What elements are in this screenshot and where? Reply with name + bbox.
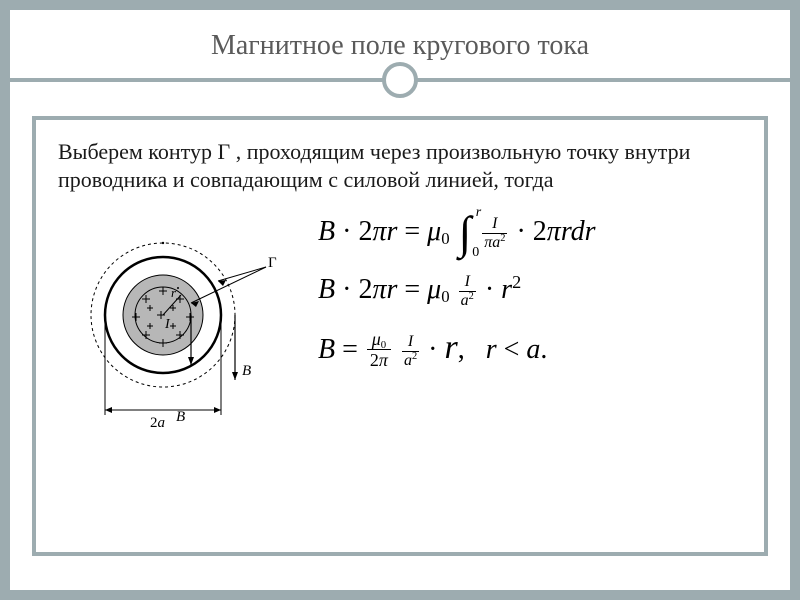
equation-3: B = μ0 2π I a2 · r, r < [318,331,742,371]
equation-1: B · 2πr = μ0 ∫r0 I πa2 · 2πrdr [318,215,742,252]
divider-circle-icon [382,62,418,98]
body-row: Г r I B B 2a B · 2πr = μ0 [58,215,742,445]
title-divider [10,78,790,82]
outer-frame: Магнитное поле кругового тока Выберем ко… [0,0,800,600]
slide-page: Магнитное поле кругового тока Выберем ко… [10,10,790,590]
label-B-outer: B [242,363,251,379]
label-2a: 2a [150,415,165,431]
equation-2: B · 2πr = μ0 I a2 · r2 [318,274,742,309]
conductor-diagram: Г r I B B 2a [58,215,308,445]
label-gamma: Г [268,255,277,271]
label-B-inner: B [176,409,185,425]
equations-column: B · 2πr = μ0 ∫r0 I πa2 · 2πrdr [308,215,742,393]
intro-text: Выберем контур Г , проходящим через прои… [58,138,742,193]
content-frame: Выберем контур Г , проходящим через прои… [32,116,768,556]
